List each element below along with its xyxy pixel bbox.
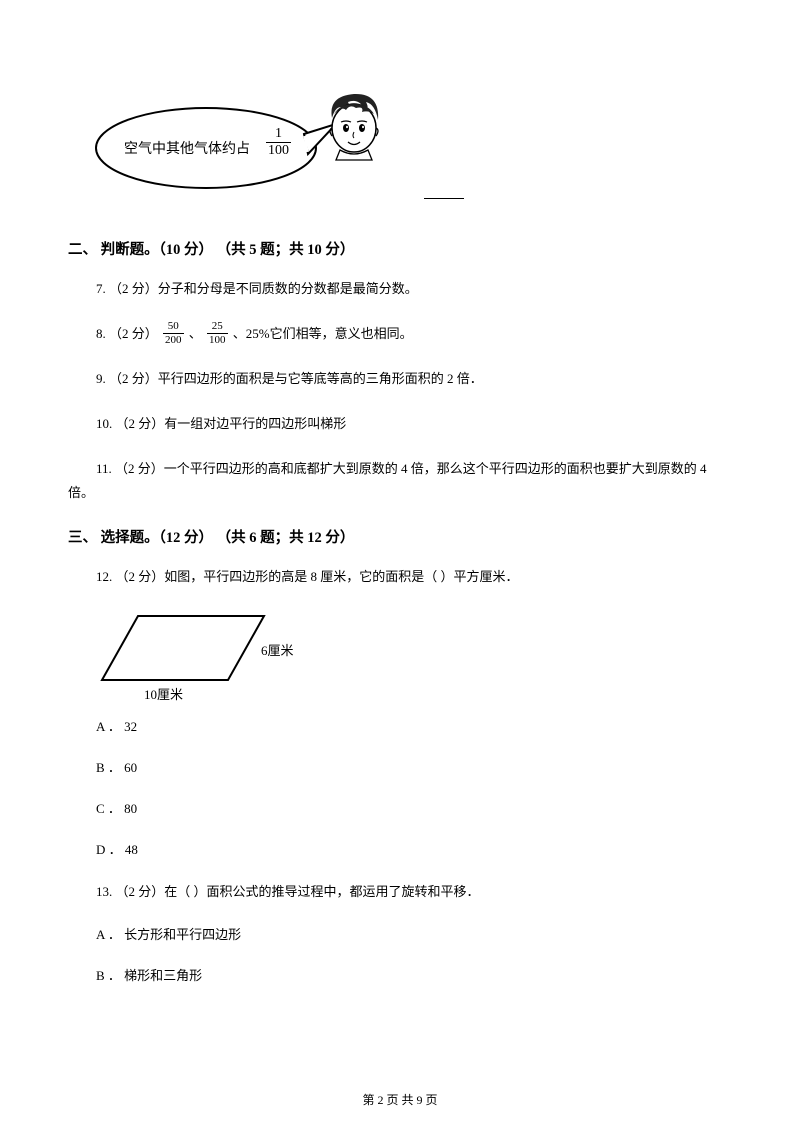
q12-option-d: D ． 48: [96, 839, 732, 858]
q8-frac2-den: 100: [207, 334, 228, 346]
q12-option-a: A ． 32: [96, 716, 732, 735]
q8-frac1-num: 50: [163, 321, 184, 334]
speech-bubble-figure: 空气中其他气体约占 1 100: [86, 100, 732, 210]
q8-frac2-num: 25: [207, 321, 228, 334]
blank-underline: [424, 198, 464, 199]
q8-frac1-den: 200: [163, 334, 184, 346]
q8-frac-1: 50 200: [163, 321, 184, 346]
question-7: 7. （2 分）分子和分母是不同质数的分数都是最简分数。: [96, 277, 732, 302]
bubble-text: 空气中其他气体约占: [124, 138, 250, 158]
bubble-fraction: 1 100: [266, 126, 291, 159]
section-3-heading: 三、 选择题。（12 分） （共 6 题；共 12 分）: [68, 526, 732, 547]
figure-label-10cm: 10厘米: [144, 684, 183, 703]
section-2-heading: 二、 判断题。（10 分） （共 5 题；共 10 分）: [68, 238, 732, 259]
q8-frac-2: 25 100: [207, 321, 228, 346]
q8-part-b: 、: [189, 326, 205, 341]
question-11: 11. （2 分）一个平行四边形的高和底都扩大到原数的 4 倍，那么这个平行四边…: [96, 457, 732, 506]
question-12: 12. （2 分）如图，平行四边形的高是 8 厘米，它的面积是（ ）平方厘米．: [96, 565, 732, 590]
q12-option-b: B ． 60: [96, 757, 732, 776]
q8-part-a: 8. （2 分）: [96, 326, 158, 341]
q8-part-c: 、25%它们相等，意义也相同。: [233, 326, 413, 341]
q12-option-c: C ． 80: [96, 798, 732, 817]
q13-option-a: A ． 长方形和平行四边形: [96, 924, 732, 943]
boy-face-icon: [320, 90, 390, 170]
fraction-denominator: 100: [266, 143, 291, 159]
question-13: 13. （2 分）在（ ）面积公式的推导过程中，都运用了旋转和平移．: [96, 880, 732, 905]
question-9: 9. （2 分）平行四边形的面积是与它等底等高的三角形面积的 2 倍．: [96, 367, 732, 392]
parallelogram-figure: 6厘米 10厘米: [96, 610, 316, 700]
question-8: 8. （2 分） 50 200 、 25 100 、25%它们相等，意义也相同。: [96, 322, 732, 348]
page-footer: 第 2 页 共 9 页: [0, 1091, 800, 1108]
fraction-numerator: 1: [266, 126, 291, 143]
q11-text: 11. （2 分）一个平行四边形的高和底都扩大到原数的 4 倍，那么这个平行四边…: [68, 457, 732, 506]
figure-label-6cm: 6厘米: [261, 640, 294, 659]
q13-option-b: B ． 梯形和三角形: [96, 965, 732, 984]
question-10: 10. （2 分）有一组对边平行的四边形叫梯形: [96, 412, 732, 437]
